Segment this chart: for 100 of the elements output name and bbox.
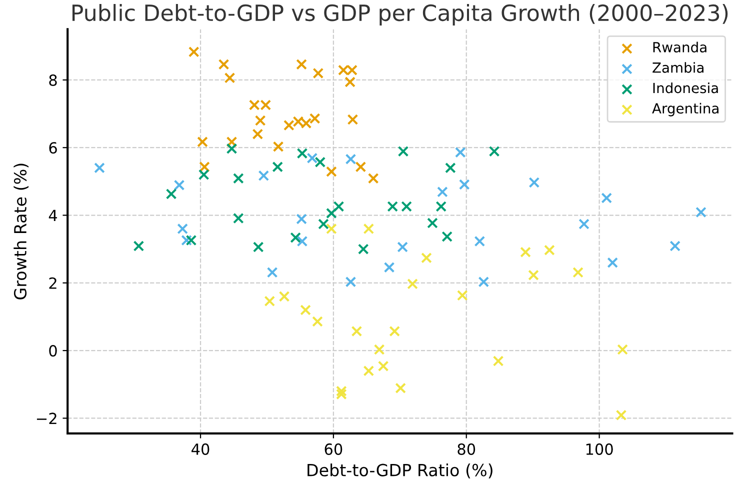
point [188, 46, 200, 58]
point [300, 304, 311, 316]
point [358, 244, 369, 255]
point [397, 242, 408, 252]
legend-label: Argentina [652, 102, 718, 116]
legend-label: Zambia [652, 62, 704, 73]
y-axis-title: Growth Rate (%) [14, 164, 29, 300]
point [94, 162, 105, 174]
point [333, 201, 344, 212]
point [387, 201, 398, 212]
point [696, 206, 706, 218]
point [520, 246, 531, 258]
x-tick-label: 40 [192, 443, 210, 455]
point [347, 114, 358, 125]
point [670, 240, 681, 252]
point [572, 266, 584, 278]
point [306, 152, 318, 164]
point [478, 276, 490, 288]
point [314, 156, 326, 168]
point [326, 223, 337, 234]
y-tick-label: 0 [49, 345, 57, 357]
point [616, 410, 627, 421]
point [226, 143, 238, 154]
point [318, 218, 329, 230]
point [290, 232, 301, 244]
point [398, 146, 409, 157]
point [312, 316, 323, 327]
point [374, 344, 385, 355]
point [363, 223, 374, 234]
point [232, 172, 244, 184]
legend-label: Rwanda [653, 42, 706, 52]
point [351, 326, 362, 337]
point [309, 113, 320, 124]
point [336, 386, 347, 397]
point [266, 266, 278, 278]
point [186, 234, 197, 246]
point [368, 172, 379, 184]
point [258, 170, 270, 182]
point [474, 236, 486, 247]
y-tick-label: 8 [49, 74, 57, 86]
point [617, 344, 628, 355]
point [278, 291, 290, 302]
point [578, 218, 590, 230]
point [436, 201, 447, 212]
point [336, 388, 347, 400]
x-axis-title: Debt-to-GDP Ratio (%) [308, 463, 492, 478]
y-tick-label: 6 [49, 142, 57, 154]
x-tick-label: 60 [324, 443, 342, 455]
point [363, 365, 374, 376]
point [395, 382, 406, 394]
chart-title: Public Debt-to-GDP vs GDP per Capita Growth (2000–2023) [72, 4, 728, 26]
point [199, 161, 210, 172]
point [181, 234, 192, 246]
point [226, 136, 238, 148]
point [458, 179, 470, 190]
point [427, 218, 438, 228]
point [384, 262, 395, 273]
point [177, 223, 188, 234]
point [442, 231, 453, 242]
point [401, 201, 412, 212]
point [296, 148, 308, 159]
point [326, 166, 337, 178]
point [166, 188, 177, 200]
point [492, 356, 504, 366]
point [252, 128, 264, 140]
point [355, 161, 366, 172]
point [345, 154, 356, 165]
point [488, 146, 500, 157]
point [607, 257, 618, 268]
legend-label: Indonesia [653, 82, 718, 94]
point [437, 186, 448, 198]
point [389, 326, 400, 337]
point [296, 236, 308, 247]
point [528, 177, 540, 188]
point [218, 58, 230, 70]
point [378, 360, 389, 372]
point [224, 72, 236, 84]
point [454, 146, 466, 158]
point [344, 76, 356, 88]
point [254, 115, 266, 126]
point [264, 296, 276, 307]
point [198, 169, 210, 180]
y-tick-label: 4 [48, 210, 58, 222]
point [345, 276, 356, 288]
point [407, 278, 418, 290]
point [232, 212, 244, 224]
point [544, 244, 555, 256]
point [456, 290, 468, 301]
point [296, 58, 307, 70]
y-tick-label: 2 [49, 277, 56, 289]
point [252, 242, 264, 252]
point [326, 208, 337, 219]
x-tick-label: 100 [586, 443, 613, 455]
point [601, 192, 612, 204]
point [444, 162, 456, 174]
point [528, 270, 539, 281]
point [272, 141, 284, 152]
point [272, 161, 284, 172]
point [421, 252, 432, 264]
point [174, 180, 185, 191]
